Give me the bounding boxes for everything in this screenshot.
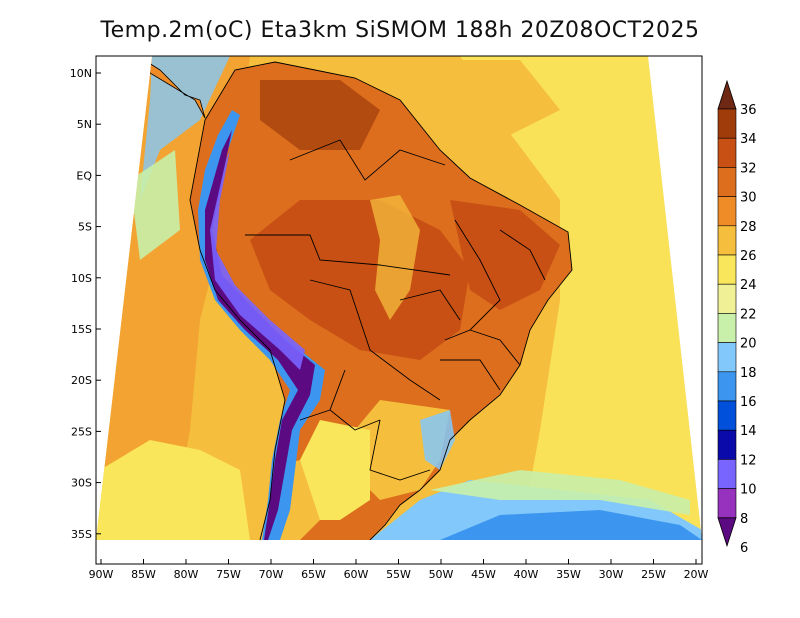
longitude-axis: 90W 85W 80W 75W 70W 65W 60W 55W 50W 45W 40W 35W 30W 2…	[89, 559, 709, 581]
country-borders	[189, 61, 573, 540]
southeast-cool	[420, 410, 455, 470]
northern-hot-zone	[260, 80, 380, 150]
lon-tick-label: 75W	[216, 568, 241, 581]
lon-tick-label: 50W	[429, 568, 454, 581]
lon-tick-label: 25W	[641, 568, 666, 581]
colorbar: 36 34 32 30 28 26 24 22 20 18 16 14 12 10 8 6	[717, 79, 757, 556]
lat-tick-label: 35S	[71, 528, 92, 541]
colorbar-segment	[717, 283, 737, 314]
andes-blue-core	[210, 150, 305, 370]
colorbar-segment	[717, 137, 737, 168]
continent	[136, 56, 573, 540]
map-title: Temp.2m(oC) Eta3km SiSMOM 188h 20Z08OCT2…	[100, 18, 700, 43]
colorbar-segment	[717, 167, 737, 197]
colorbar-label: 20	[740, 337, 757, 352]
lon-tick-label: 55W	[386, 568, 411, 581]
colorbar-segment	[717, 488, 737, 519]
colorbar-label: 28	[740, 220, 757, 235]
colorbar-segment	[717, 371, 737, 402]
lon-tick-label: 45W	[471, 568, 496, 581]
colorbar-segment	[717, 254, 737, 285]
lat-tick-label: 10S	[71, 272, 92, 285]
colorbar-arrow-top	[717, 79, 737, 110]
colorbar-label: 30	[740, 191, 757, 206]
lat-tick-label: 5N	[77, 118, 92, 131]
colorbar-label: 10	[740, 483, 757, 498]
colorbar-segment	[717, 429, 737, 460]
colorbar-label: 12	[740, 453, 757, 468]
colorbar-label: 16	[740, 395, 757, 410]
pacific-mild-band	[130, 150, 180, 260]
south-atlantic-blue	[440, 510, 702, 540]
lat-tick-label: 15S	[71, 323, 92, 336]
lat-tick-label: 25S	[71, 425, 92, 438]
colorbar-label: 26	[740, 249, 757, 264]
colorbar-label: 6	[740, 541, 748, 556]
lon-tick-label: 40W	[514, 568, 539, 581]
lon-tick-label: 20W	[684, 568, 709, 581]
colorbar-label: 32	[740, 161, 757, 176]
colorbar-segment	[717, 225, 737, 256]
colorbar-segment	[717, 400, 737, 431]
colorbar-label: 14	[740, 424, 757, 439]
lon-tick-label: 80W	[174, 568, 199, 581]
colorbar-label: 24	[740, 278, 757, 293]
colorbar-label: 22	[740, 307, 757, 322]
colorbar-segment	[717, 459, 737, 489]
lon-tick-label: 30W	[599, 568, 624, 581]
pacific-cool-north	[140, 56, 230, 200]
lat-tick-label: 30S	[71, 477, 92, 490]
colorbar-segment	[717, 342, 737, 373]
lat-tick-label: 10N	[70, 67, 92, 80]
lon-tick-label: 70W	[259, 568, 284, 581]
lon-tick-label: 35W	[556, 568, 581, 581]
latitude-axis: 10N 5N EQ 5S 10S 15S 20S 25S 30S 35S	[70, 67, 101, 541]
lat-tick-label: EQ	[76, 169, 92, 182]
colorbar-segment	[717, 313, 737, 343]
andes-coldest	[205, 130, 315, 540]
colorbar-arrow-bottom	[717, 517, 737, 548]
pampas-yellow	[300, 420, 370, 520]
colorbar-label: 8	[740, 512, 748, 527]
colorbar-label: 34	[740, 132, 757, 147]
lat-tick-label: 5S	[78, 221, 92, 234]
atlantic-north-warm	[360, 60, 560, 140]
pacific-yellow-band	[96, 440, 250, 540]
colorbar-segment	[717, 196, 737, 227]
lon-tick-label: 90W	[89, 568, 114, 581]
lon-tick-label: 60W	[344, 568, 369, 581]
lat-tick-label: 20S	[71, 374, 92, 387]
lon-tick-label: 85W	[131, 568, 156, 581]
south-atlantic-green	[430, 470, 690, 515]
colorbar-label: 36	[740, 103, 757, 118]
central-america	[136, 56, 206, 119]
northeast-hot-zone	[450, 200, 560, 310]
colorbar-segment	[717, 108, 737, 139]
colorbar-label: 18	[740, 366, 757, 381]
lon-tick-label: 65W	[301, 568, 326, 581]
atlantic-yellow	[460, 56, 702, 540]
central-warm-patches	[370, 195, 420, 320]
